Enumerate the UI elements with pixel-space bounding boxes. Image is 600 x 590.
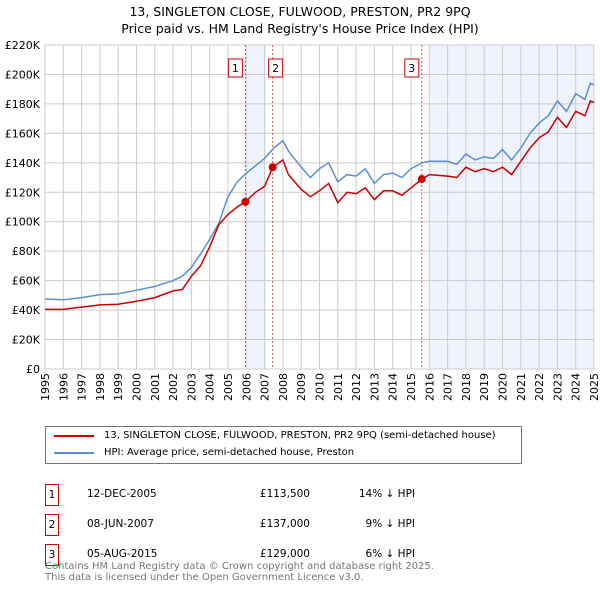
sale-number-badge: 1 [45,484,59,506]
sale-price: £113,500 [259,488,310,500]
x-tick-label: 2016 [423,373,436,401]
sale-number-badge: 2 [45,514,59,536]
plot-border [44,44,595,370]
sale-row: 2 08-JUN-2007 £137,000 9% ↓ HPI [45,514,445,536]
x-tick-label: 1998 [94,373,107,401]
x-tick-label: 2020 [497,373,510,401]
y-tick-label: £80K [12,245,41,258]
legend: 13, SINGLETON CLOSE, FULWOOD, PRESTON, P… [45,426,522,464]
sale-hpi-delta: 14% ↓ HPI [358,488,415,500]
x-tick-label: 2014 [387,373,400,401]
sale-badge [404,58,420,78]
x-tick-label: 2019 [478,373,491,401]
y-tick-label: £60K [12,275,41,288]
chart-title: 13, SINGLETON CLOSE, FULWOOD, PRESTON, P… [129,4,471,19]
shaded-region [245,45,266,369]
x-tick-label: 2013 [368,373,381,401]
x-tick-label: 2023 [551,373,564,401]
attribution-line-2: This data is licensed under the Open Gov… [45,572,364,583]
attribution-line-1: Contains HM Land Registry data © Crown c… [45,561,434,572]
y-tick-label: £120K [5,186,41,199]
x-tick-label: 2015 [405,373,418,401]
attribution: Contains HM Land Registry data © Crown c… [45,561,434,583]
legend-swatch-hpi [54,451,94,454]
x-tick-label: 2017 [442,373,455,401]
x-tick-label: 1997 [76,373,89,401]
legend-label-property: 13, SINGLETON CLOSE, FULWOOD, PRESTON, P… [104,430,496,441]
x-tick-label: 2000 [131,373,144,401]
sale-hpi-delta: 9% ↓ HPI [365,518,415,530]
x-tick-label: 2022 [533,373,546,401]
hpi-series-line [44,82,595,301]
x-tick-label: 2021 [515,373,528,401]
x-tick-label: 2006 [240,373,253,401]
x-tick-label: 2004 [204,373,217,401]
sale-price: £137,000 [259,518,310,530]
property-series-line [45,100,595,311]
price-chart: 1995 1996 1997 1998 1999 2000 2001 2002 2003 2004… [5,39,600,401]
sale-row: 1 12-DEC-2005 £113,500 14% ↓ HPI [45,484,445,506]
legend-item-hpi: HPI: Average price, semi-detached house,… [54,447,354,458]
y-tick-label: £40K [12,304,41,317]
sale-date: 12-DEC-2005 [87,488,157,500]
sale-badge [227,58,243,78]
y-tick-label: £140K [5,157,41,170]
sale-point [417,175,426,184]
sale-date: 08-JUN-2007 [87,518,154,530]
y-tick-label: £220K [5,39,41,52]
x-tick-label: 2005 [222,373,235,401]
y-tick-label: £20K [12,334,41,347]
y-tick-label: £100K [5,216,41,229]
y-tick-label: £0 [26,363,40,376]
x-tick-label: 1996 [57,373,70,401]
sale-badge-label: 1 [232,62,239,75]
x-tick-label: 2001 [149,373,162,401]
sale-hpi-delta: 6% ↓ HPI [365,548,415,560]
sale-badge-label: 2 [272,62,279,75]
x-tick-label: 2018 [460,373,473,401]
x-tick-label: 2024 [570,373,583,401]
sale-number-badge: 3 [45,544,59,566]
sale-row: 3 05-AUG-2015 £129,000 6% ↓ HPI [45,544,445,566]
legend-swatch-property [54,434,94,437]
x-tick-label: 2011 [332,373,345,401]
x-tick-label: 2010 [314,373,327,401]
x-tick-label: 2007 [259,373,272,401]
x-tick-label: 2003 [185,373,198,401]
sale-price: £129,000 [259,548,310,560]
x-tick-label: 2012 [350,373,363,401]
y-tick-label: £200K [5,68,41,81]
sale-point [268,163,277,172]
legend-label-hpi: HPI: Average price, semi-detached house,… [104,447,355,458]
x-tick-label: 2025 [588,373,600,401]
y-tick-label: £180K [5,98,41,111]
sale-badge-label: 3 [408,62,415,75]
x-tick-label: 2009 [295,373,308,401]
legend-item-property: 13, SINGLETON CLOSE, FULWOOD, PRESTON, P… [54,430,496,441]
sale-point [241,197,250,206]
x-tick-label: 2008 [277,373,290,401]
sale-date: 05-AUG-2015 [87,548,158,560]
sale-badge [268,58,284,78]
x-tick-label: 1995 [39,373,52,401]
chart-subtitle: Price paid vs. HM Land Registry's House … [121,21,479,36]
x-tick-label: 2002 [167,373,180,401]
shaded-region [429,45,594,369]
x-tick-label: 1999 [112,373,125,401]
y-tick-label: £160K [5,127,41,140]
